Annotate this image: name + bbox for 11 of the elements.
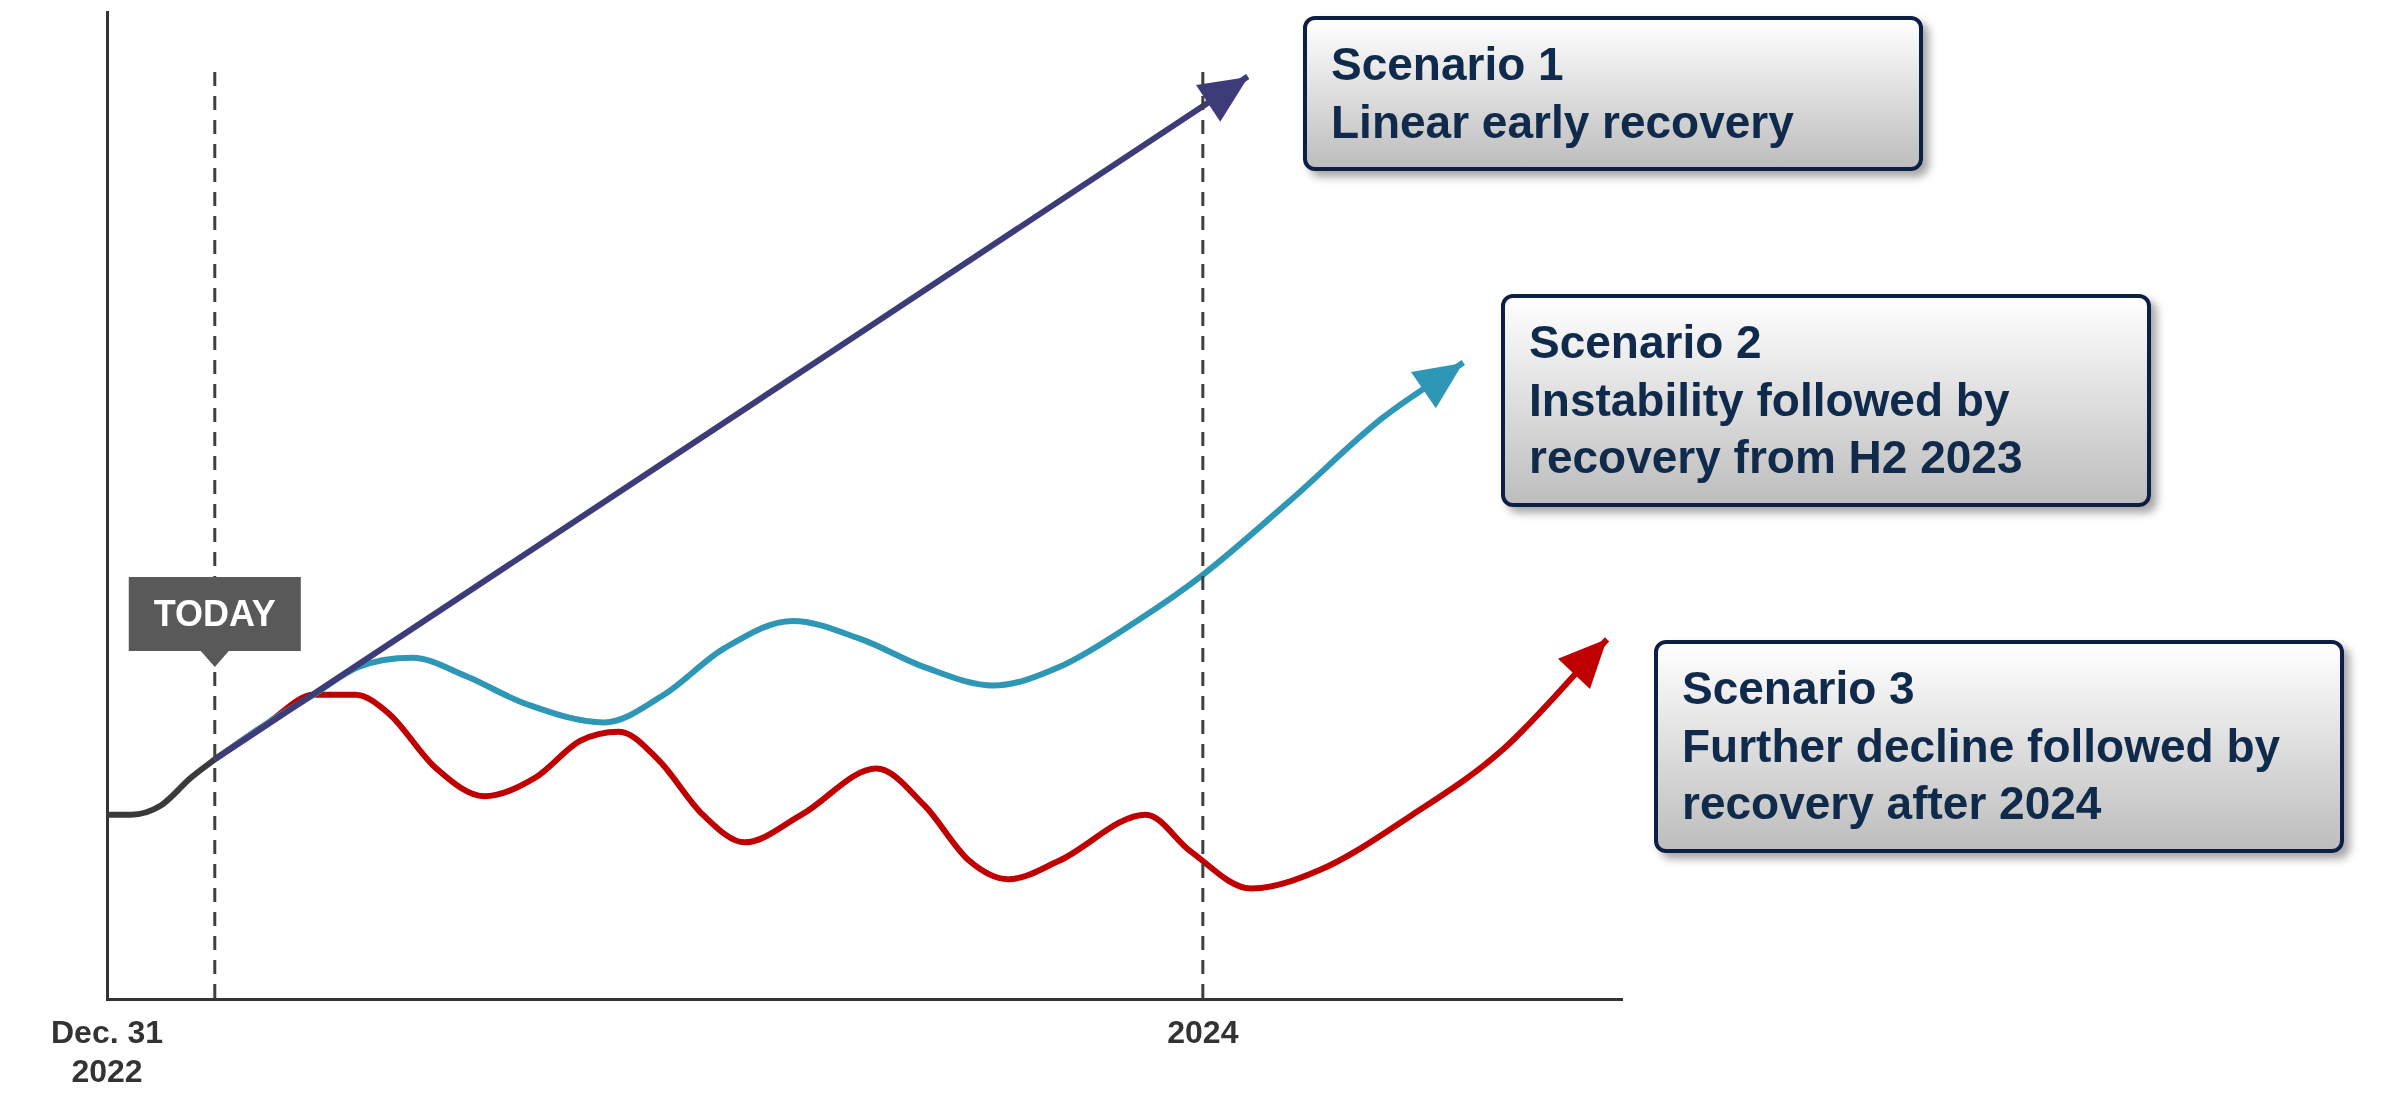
annotation: Instability followed by recovery from H2 2023	[1529, 372, 2024, 485]
callout: Scenario 3 Further decline followed by recovery after 2024	[1654, 640, 2344, 853]
series-label: Scenario 2	[1529, 315, 1763, 370]
legend-label: Scenario 3	[1682, 661, 1916, 716]
callout: Scenario 1 Linear early recovery	[1303, 16, 1923, 171]
x-tick-label: Dec. 31 2022	[50, 1014, 164, 1089]
ref-line-label: TODAY	[153, 592, 276, 634]
x-tick-label: 2024	[1167, 1014, 1239, 1051]
callout: Scenario 2 Instability followed by recovery from H2 2023	[1501, 294, 2151, 507]
series-label: Scenario 1	[1331, 37, 1565, 92]
annotation: Linear early recovery	[1331, 94, 1795, 150]
